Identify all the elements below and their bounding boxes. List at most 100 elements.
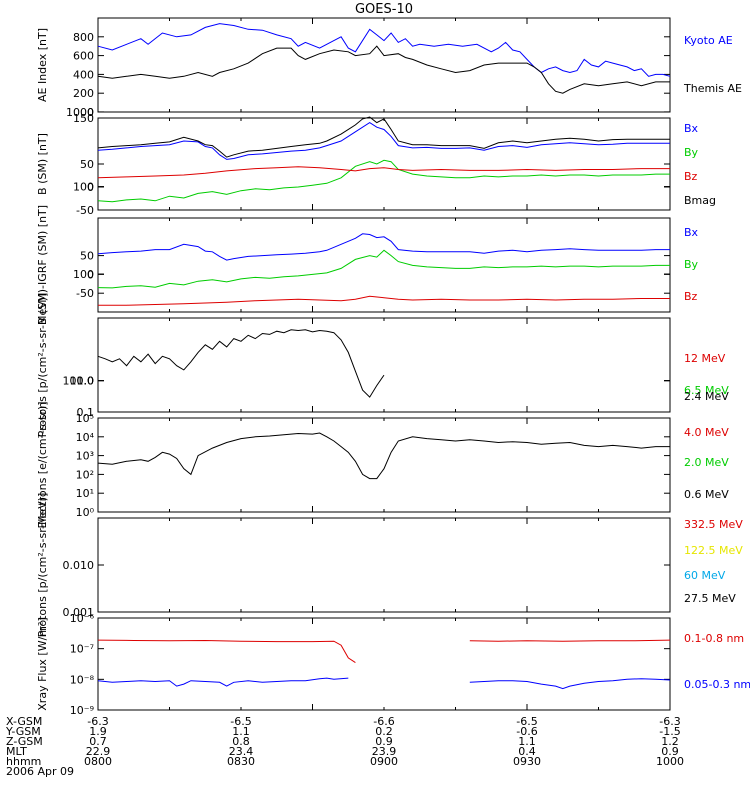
y-axis-label: Protons [p/(cm²-s-sr-MeV)] xyxy=(36,493,49,638)
panel-6: 0.001 0.010 Protons [p/(cm²-s-sr-MeV)] 332.… xyxy=(36,493,743,638)
y-tick-label: 50 xyxy=(80,158,94,171)
y-tick-label: 10³ xyxy=(76,450,94,463)
x-axis-value: -6.5 xyxy=(516,715,537,728)
y-axis-label: B (SM) [nT] xyxy=(36,133,49,195)
panel-7: 10⁻⁹ 10⁻⁸ 10⁻⁷ 10⁻⁶ Xray Flux [W/m²] 0.1-0.8 … xyxy=(36,612,750,717)
panel-frame xyxy=(97,17,671,113)
series-line xyxy=(97,122,670,160)
series-line xyxy=(97,116,670,158)
x-axis-value: -6.3 xyxy=(87,715,108,728)
y-tick-label: 100 xyxy=(73,268,94,281)
legend-entry: Bmag xyxy=(684,194,716,207)
x-axis-value: 0.2 xyxy=(375,725,393,738)
x-axis-value: 1.1 xyxy=(232,725,250,738)
date-label: 2006 Apr 09 xyxy=(6,765,74,778)
legend-entry: Themis AE xyxy=(683,82,742,95)
y-tick-label: 600 xyxy=(73,50,94,63)
legend-entry: Kyoto AE xyxy=(684,34,733,47)
legend-entry: 332.5 MeV xyxy=(684,518,743,531)
x-axis-row-name: X-GSM xyxy=(6,715,42,728)
y-tick-label: -50 xyxy=(76,204,94,217)
y-axis-label: Protons [p/(cm²-s-sr-MeV)] xyxy=(36,293,49,438)
legend-entry: Bx xyxy=(684,226,699,239)
y-tick-label: 10⁵ xyxy=(76,412,94,425)
x-axis-value: -1.5 xyxy=(659,725,680,738)
plot-title: GOES-10 xyxy=(355,2,413,17)
x-axis-value: 1000 xyxy=(656,755,684,768)
legend-entry: Bx xyxy=(684,122,699,135)
x-axis-value: 0.7 xyxy=(89,735,107,748)
panel-frame xyxy=(97,617,671,711)
x-axis-value: 0.4 xyxy=(518,745,536,758)
legend-entry: Bz xyxy=(684,170,698,183)
legend-entry: 2.4 MeV xyxy=(684,390,729,403)
x-axis-value: -6.5 xyxy=(230,715,251,728)
y-tick-label: 10⁻⁶ xyxy=(70,612,95,625)
x-axis-value: 23.4 xyxy=(229,745,254,758)
y-axis-label: Xray Flux [W/m²] xyxy=(36,617,49,710)
x-axis-value: 1.1 xyxy=(518,735,536,748)
y-tick-label: 200 xyxy=(73,87,94,100)
y-tick-label: 1000 xyxy=(66,106,94,119)
legend-entry: 27.5 MeV xyxy=(684,592,736,605)
panel-1: 0 200 400 600 800 1000 AE Index [nT] Kyoto AE Th… xyxy=(36,17,742,119)
x-axis-row-name: Z-GSM xyxy=(6,735,43,748)
y-tick-label: 150 xyxy=(73,112,94,125)
x-axis-value: -6.3 xyxy=(659,715,680,728)
legend-entry: 6.5 MeV xyxy=(684,384,729,397)
series-line xyxy=(97,249,670,289)
y-tick-label: 10² xyxy=(76,468,94,481)
legend-entry: 0.1-0.8 nm xyxy=(684,632,744,645)
legend-entry: 0.05-0.3 nm xyxy=(684,678,750,691)
y-tick-label: -50 xyxy=(76,287,94,300)
series-line xyxy=(97,432,670,480)
x-axis-value: 22.9 xyxy=(86,745,111,758)
y-tick-label: 1.0 xyxy=(77,375,95,388)
series-line xyxy=(97,23,671,77)
legend-entry: 122.5 MeV xyxy=(684,544,743,557)
x-axis-row-name: MLT xyxy=(6,745,27,758)
series-line xyxy=(97,329,385,398)
y-tick-label: 10⁻⁹ xyxy=(70,704,94,717)
series-line xyxy=(97,166,670,179)
x-axis-value: -0.6 xyxy=(516,725,537,738)
x-axis-row-name: hhmm xyxy=(6,755,41,768)
series-line xyxy=(97,45,670,94)
legend-entry: By xyxy=(684,146,699,159)
x-axis-value: 23.9 xyxy=(372,745,397,758)
y-axis-label: B (SM)-IGRF (SM) [nT] xyxy=(36,205,49,325)
y-tick-label: 10¹ xyxy=(76,487,94,500)
series-line xyxy=(98,295,670,306)
x-axis-value: 1.2 xyxy=(661,735,679,748)
y-tick-label: 0.001 xyxy=(63,606,95,619)
panel-3: -50 0 50 100 B (SM)-IGRF (SM) [nT] Bx By Bz xyxy=(36,205,699,325)
panel-frame xyxy=(97,117,671,211)
x-axis-value: 0900 xyxy=(370,755,398,768)
legend-entry: 2.0 MeV xyxy=(684,456,729,469)
y-tick-label: 0.010 xyxy=(63,559,95,572)
y-tick-label: 800 xyxy=(73,31,94,44)
x-axis-row-name: Y-GSM xyxy=(5,725,41,738)
series-line xyxy=(97,233,670,261)
x-axis-value: 0.9 xyxy=(375,735,393,748)
x-axis-table: X-GSM -6.3 -6.5 -6.6 -6.5 -6.3 Y-GSM 1.9 1.1 0.2 -… xyxy=(5,715,684,768)
panel-frame xyxy=(97,417,671,513)
panel-5: 10⁰ 10¹ 10² 10³ 10⁴ 10⁵ Electrons [e/(cm²-s-sr… xyxy=(36,401,729,528)
legend-entry: By xyxy=(684,258,699,271)
series-line xyxy=(97,677,671,690)
legend-entry: 0.6 MeV xyxy=(684,488,729,501)
series-line xyxy=(97,159,670,203)
x-axis-value: 0930 xyxy=(513,755,541,768)
y-tick-label: 10.0 xyxy=(70,375,95,388)
y-tick-label: 10⁰ xyxy=(76,506,95,519)
y-tick-label: 10⁻⁸ xyxy=(70,673,95,686)
y-tick-label: 0.1 xyxy=(77,406,95,419)
y-tick-label: 400 xyxy=(73,68,94,81)
legend-entry: 4.0 MeV xyxy=(684,426,729,439)
x-axis-value: -6.6 xyxy=(373,715,394,728)
y-tick-label: 0 xyxy=(87,106,94,119)
y-tick-label: 10⁻⁷ xyxy=(70,643,94,656)
x-axis-value: 1.9 xyxy=(89,725,107,738)
